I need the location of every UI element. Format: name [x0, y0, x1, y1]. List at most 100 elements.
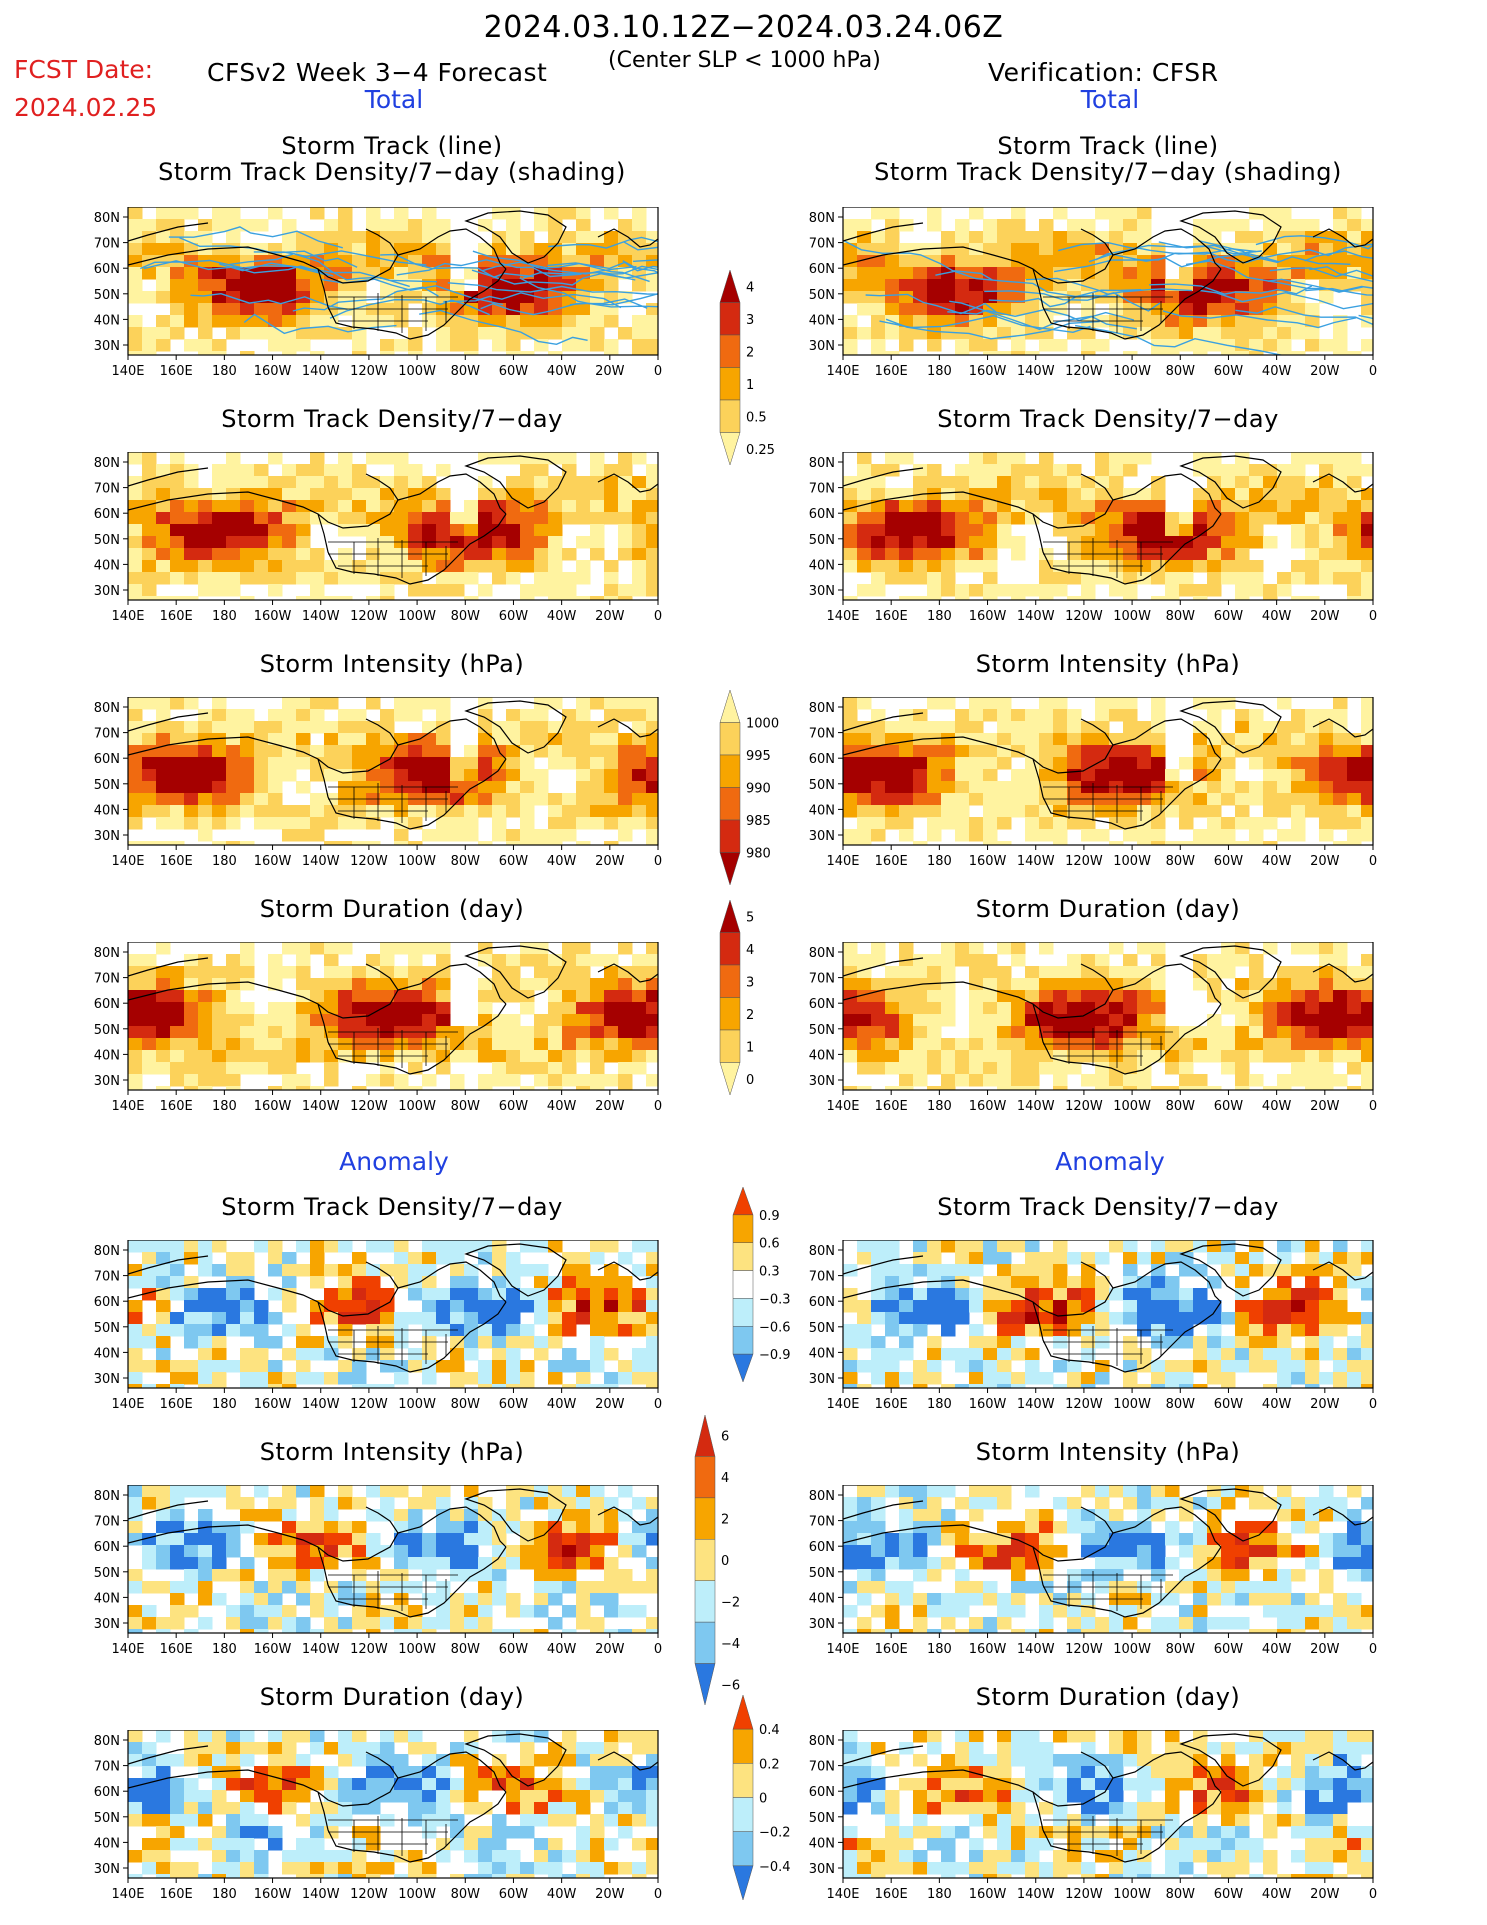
field-cell [1319, 733, 1334, 746]
field-cell [184, 1026, 199, 1039]
field-cell [310, 464, 325, 477]
field-cell [857, 1062, 872, 1075]
field-cell [1333, 452, 1348, 465]
field-cell [422, 1002, 437, 1015]
field-cell [955, 584, 970, 597]
field-cell [156, 1062, 171, 1075]
field-cell [885, 1384, 900, 1388]
field-cell [282, 1384, 297, 1388]
field-cell [1151, 1264, 1166, 1277]
map-frame [842, 207, 1374, 356]
storm-track-line [1058, 241, 1262, 255]
field-cell [1361, 1074, 1373, 1087]
field-cell [562, 1557, 577, 1570]
field-cell [380, 267, 395, 280]
field-cell [436, 1557, 451, 1570]
field-cell [212, 291, 227, 304]
field-cell [534, 1569, 549, 1582]
field-cell [983, 243, 998, 256]
field-cell [296, 1360, 311, 1373]
field-cell [282, 548, 297, 561]
field-cell [913, 1038, 928, 1051]
field-cell [156, 817, 171, 830]
lon-tick-label: 20W [1310, 609, 1340, 624]
field-cell [604, 339, 619, 352]
field-cell [1067, 1360, 1082, 1373]
field-cell [885, 500, 900, 513]
field-cell [941, 733, 956, 746]
field-cell [885, 1062, 900, 1075]
field-cell [254, 781, 269, 794]
field-cell [1179, 339, 1194, 352]
field-cell [590, 1509, 605, 1522]
field-cell [1025, 1252, 1040, 1265]
field-cell [534, 1581, 549, 1594]
field-cell [1179, 1240, 1194, 1253]
field-cell [352, 745, 367, 758]
field-cell [941, 757, 956, 770]
field-cell [296, 464, 311, 477]
field-cell [871, 1300, 886, 1313]
field-cell [1151, 829, 1166, 842]
field-cell [871, 829, 886, 842]
field-cell [1277, 978, 1292, 991]
field-cell [1053, 584, 1068, 597]
field-cell [955, 745, 970, 758]
field-cell [1011, 464, 1026, 477]
field-cell [1319, 1002, 1334, 1015]
field-cell [1011, 243, 1026, 256]
field-cell [1137, 978, 1152, 991]
field-cell [1291, 781, 1306, 794]
field-cell [604, 1324, 619, 1337]
field-cell [478, 745, 493, 758]
field-cell [1263, 1324, 1278, 1337]
field-cell [436, 1533, 451, 1546]
field-cell [324, 219, 339, 232]
field-cell [843, 709, 858, 722]
field-cell [436, 709, 451, 722]
field-cell [254, 1038, 269, 1051]
field-cell [1263, 745, 1278, 758]
field-cell [268, 584, 283, 597]
field-cell [1165, 512, 1180, 525]
field-cell [1039, 1062, 1054, 1075]
field-cell [492, 1336, 507, 1349]
field-cell [1123, 1074, 1138, 1087]
field-cell [380, 954, 395, 967]
field-cell [1039, 978, 1054, 991]
field-cell [226, 560, 241, 573]
field-cell [338, 1521, 353, 1534]
field-cell [843, 1360, 858, 1373]
field-cell [156, 1288, 171, 1301]
field-cell [366, 1533, 381, 1546]
field-cell [1109, 942, 1124, 955]
field-cell [1249, 966, 1264, 979]
field-cell [1207, 291, 1222, 304]
field-cell [534, 1264, 549, 1277]
field-cell [927, 781, 942, 794]
field-cell [198, 781, 213, 794]
field-cell [268, 1026, 283, 1039]
field-cell [1235, 793, 1250, 806]
field-cell [128, 1629, 143, 1633]
field-cell [142, 560, 157, 573]
field-cell [983, 476, 998, 489]
field-cell [1137, 757, 1152, 770]
field-cell [296, 757, 311, 770]
field-cell [394, 1372, 409, 1385]
field-cell [184, 1360, 199, 1373]
field-cell [1235, 817, 1250, 830]
field-cell [1039, 745, 1054, 758]
field-cell [422, 721, 437, 734]
field-cell [492, 512, 507, 525]
coastline [1179, 455, 1282, 509]
field-cell [1333, 1002, 1348, 1015]
field-cell [1011, 733, 1026, 746]
storm-track-line [988, 289, 1142, 308]
field-cell [534, 536, 549, 549]
field-cell [562, 596, 577, 600]
field-cell [226, 1276, 241, 1289]
field-cell [927, 757, 942, 770]
field-cell [478, 1288, 493, 1301]
field-cell [843, 1533, 858, 1546]
